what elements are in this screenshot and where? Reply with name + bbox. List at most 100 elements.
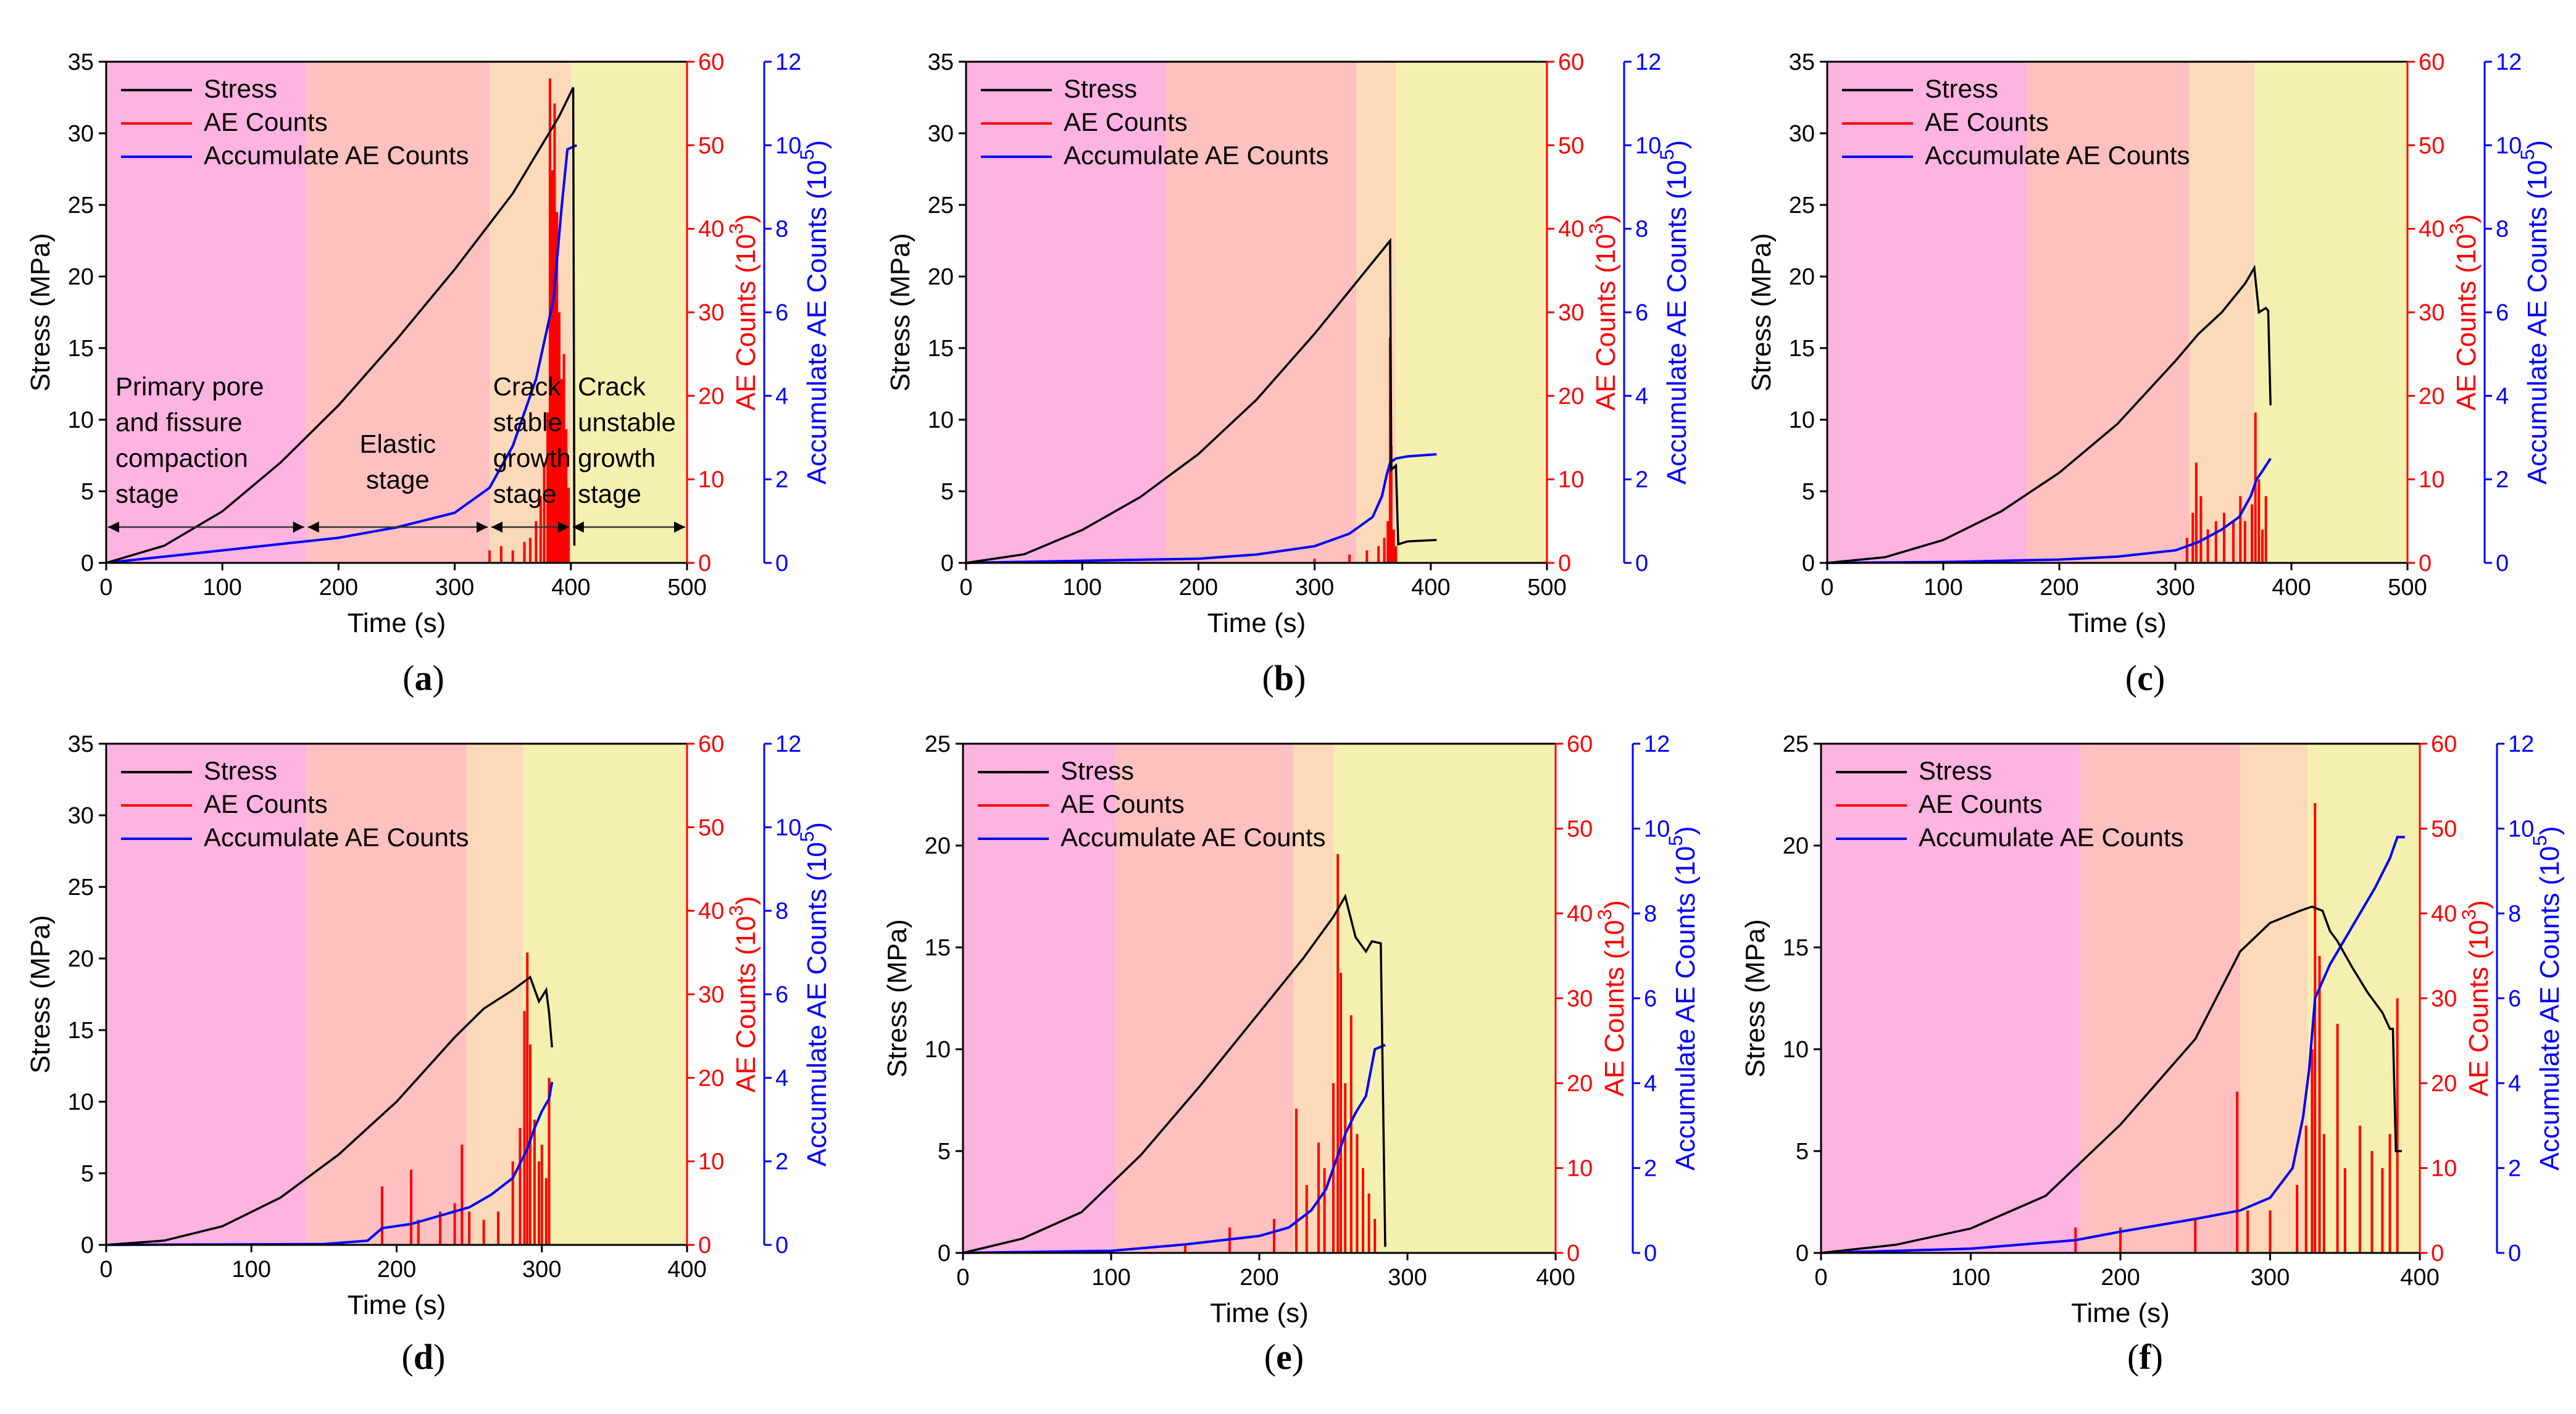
legend-ae-counts-label: AE Counts bbox=[1064, 107, 1188, 136]
ae-tick-label: 20 bbox=[1567, 1071, 1593, 1097]
arrow-head-right bbox=[477, 522, 488, 533]
stress-tick-label: 5 bbox=[81, 1161, 94, 1187]
arrow-head-left bbox=[491, 522, 503, 533]
x-tick-label: 200 bbox=[1179, 575, 1218, 601]
stage-stable-growth-band bbox=[466, 744, 523, 1245]
x-tick-label: 100 bbox=[1924, 575, 1962, 601]
ae-tick-label: 10 bbox=[2419, 467, 2445, 493]
ae-axis-label: AE Counts (103) bbox=[1585, 214, 1621, 410]
stage-stable-growth-band bbox=[2240, 744, 2308, 1253]
ae-axis-label: AE Counts (103) bbox=[1593, 900, 1630, 1096]
x-tick-label: 500 bbox=[2388, 575, 2427, 601]
stress-tick-label: 10 bbox=[68, 407, 94, 433]
ae-tick-label: 10 bbox=[698, 1149, 724, 1175]
legend-accumulate-ae-counts-label: Accumulate AE Counts bbox=[1064, 141, 1329, 170]
stress-tick-label: 10 bbox=[925, 1037, 951, 1063]
x-tick-label: 400 bbox=[667, 1257, 706, 1283]
x-tick-label: 400 bbox=[2272, 575, 2311, 601]
stress-tick-label: 10 bbox=[68, 1089, 94, 1115]
x-tick-label: 100 bbox=[1091, 1265, 1130, 1291]
stage-compaction-band bbox=[106, 62, 306, 563]
stage-annotation-text: Crack bbox=[493, 372, 562, 401]
x-tick-label: 300 bbox=[1295, 575, 1334, 601]
accumulate-axis-label: Accumulate AE Counts (105) bbox=[1656, 140, 1692, 485]
ae-tick-label: 20 bbox=[698, 383, 724, 409]
accumulate-tick-label: 10 bbox=[1635, 133, 1661, 159]
stress-axis-label: Stress (MPa) bbox=[882, 919, 912, 1078]
x-tick-label: 300 bbox=[522, 1257, 561, 1283]
stage-unstable-growth-band bbox=[1396, 62, 1547, 563]
x-tick-label: 400 bbox=[551, 575, 590, 601]
accumulate-tick-label: 12 bbox=[1644, 731, 1670, 757]
stage-elastic-band bbox=[2080, 744, 2240, 1253]
legend-accumulate-ae-counts-label: Accumulate AE Counts bbox=[204, 141, 469, 170]
stress-tick-label: 30 bbox=[928, 121, 954, 147]
ae-tick-label: 50 bbox=[1567, 817, 1593, 842]
stress-tick-label: 10 bbox=[928, 407, 954, 433]
stress-tick-label: 35 bbox=[68, 49, 94, 75]
x-tick-label: 200 bbox=[2040, 575, 2078, 601]
stress-tick-label: 0 bbox=[81, 1233, 94, 1258]
legend-accumulate-ae-counts-label: Accumulate AE Counts bbox=[204, 823, 469, 852]
accumulate-axis-label: Accumulate AE Counts (105) bbox=[1664, 826, 1701, 1170]
x-tick-label: 300 bbox=[2251, 1265, 2290, 1291]
stage-annotation-text: stable bbox=[493, 408, 562, 437]
accumulate-tick-label: 4 bbox=[2496, 383, 2509, 409]
accumulate-tick-label: 8 bbox=[1644, 901, 1657, 927]
ae-tick-label: 50 bbox=[2431, 817, 2457, 842]
stress-line bbox=[962, 893, 1386, 1254]
stress-tick-label: 25 bbox=[68, 875, 94, 900]
stage-unstable-growth-band bbox=[2254, 62, 2407, 563]
x-tick-label: 0 bbox=[956, 1265, 969, 1291]
accumulate-ae-line bbox=[965, 453, 1437, 564]
x-axis-label: Time (s) bbox=[348, 608, 446, 638]
accumulate-tick-label: 4 bbox=[775, 383, 788, 409]
accumulate-tick-label: 8 bbox=[775, 217, 788, 243]
accumulate-tick-label: 0 bbox=[2496, 551, 2509, 576]
legend-stress-label: Stress bbox=[1061, 756, 1134, 785]
legend-stress-label: Stress bbox=[1064, 74, 1137, 103]
arrow-head-left bbox=[572, 522, 584, 533]
stage-annotation-text: unstable bbox=[578, 408, 676, 437]
stress-tick-label: 35 bbox=[928, 49, 954, 75]
stress-tick-label: 5 bbox=[941, 479, 954, 505]
ae-tick-label: 60 bbox=[1558, 49, 1584, 75]
stress-tick-label: 20 bbox=[925, 833, 951, 859]
stress-tick-label: 20 bbox=[928, 264, 954, 290]
ae-tick-label: 20 bbox=[2431, 1071, 2457, 1097]
stress-tick-label: 20 bbox=[1789, 264, 1815, 290]
accumulate-axis-label: Accumulate AE Counts (105) bbox=[2528, 826, 2565, 1170]
accumulate-tick-label: 4 bbox=[1644, 1071, 1657, 1097]
stage-elastic-band bbox=[306, 62, 490, 563]
ae-tick-label: 10 bbox=[698, 467, 724, 493]
x-axis-label: Time (s) bbox=[1207, 608, 1306, 638]
panel-label: (b) bbox=[1262, 658, 1306, 698]
panel-label: (e) bbox=[1264, 1337, 1304, 1377]
stress-tick-label: 15 bbox=[68, 1018, 94, 1044]
accumulate-tick-label: 2 bbox=[2508, 1156, 2521, 1182]
stage-annotation-text: Primary pore bbox=[115, 372, 264, 401]
ae-tick-label: 30 bbox=[698, 982, 724, 1008]
stress-line bbox=[965, 238, 1437, 564]
x-tick-label: 100 bbox=[232, 1257, 271, 1283]
stage-annotation-text: and fissure bbox=[115, 408, 242, 437]
x-axis-label: Time (s) bbox=[1210, 1298, 1309, 1328]
stress-tick-label: 25 bbox=[928, 193, 954, 218]
legend-ae-counts-label: AE Counts bbox=[204, 107, 328, 136]
stage-unstable-growth-band bbox=[570, 62, 687, 563]
accumulate-tick-label: 8 bbox=[1635, 217, 1648, 243]
ae-tick-label: 40 bbox=[1567, 901, 1593, 927]
accumulate-tick-label: 12 bbox=[2496, 49, 2522, 75]
x-tick-label: 200 bbox=[377, 1257, 416, 1283]
ae-tick-label: 10 bbox=[2431, 1156, 2457, 1182]
stress-tick-label: 20 bbox=[68, 264, 94, 290]
legend-ae-counts-label: AE Counts bbox=[1061, 789, 1185, 818]
stage-elastic-band bbox=[1115, 744, 1294, 1253]
x-tick-label: 200 bbox=[319, 575, 358, 601]
ae-tick-label: 60 bbox=[1567, 731, 1593, 757]
